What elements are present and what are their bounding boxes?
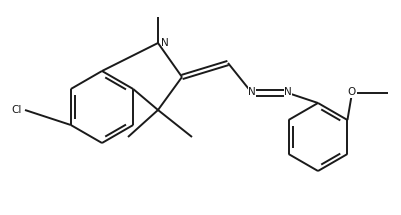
- Text: Cl: Cl: [12, 105, 22, 115]
- Text: O: O: [348, 87, 356, 97]
- Text: N: N: [161, 38, 169, 48]
- Text: N: N: [248, 87, 256, 97]
- Text: N: N: [284, 87, 292, 97]
